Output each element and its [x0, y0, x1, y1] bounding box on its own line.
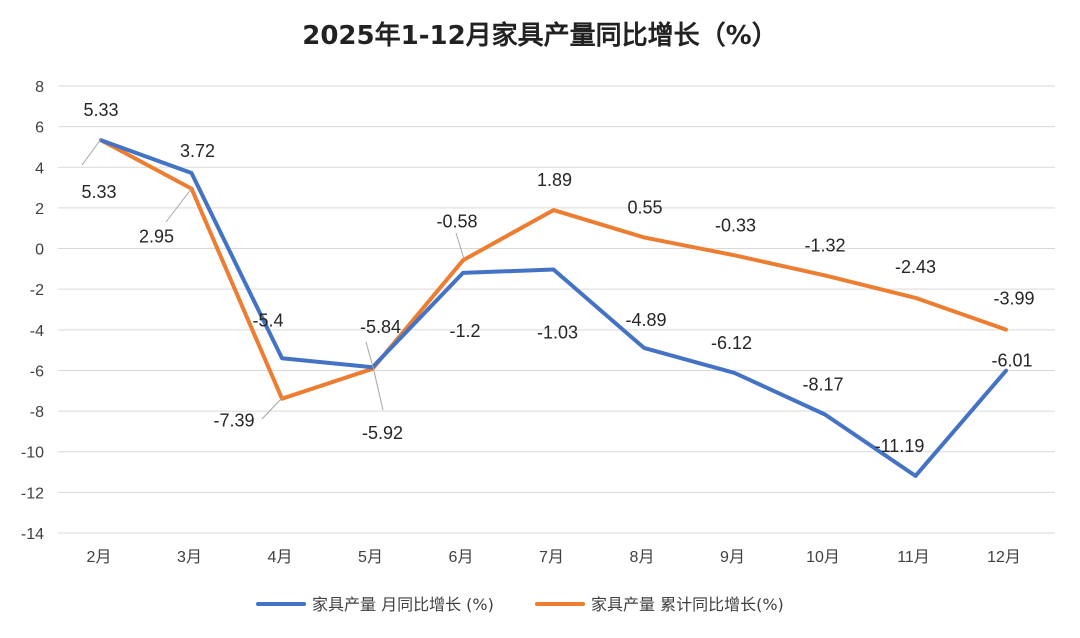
- label-leader-line: [372, 366, 384, 411]
- x-tick-label: 11月: [897, 549, 930, 566]
- data-label: 5.33: [81, 182, 116, 202]
- y-tick-label: -12: [21, 485, 44, 502]
- series-line-monthly: [99, 138, 1008, 478]
- data-labels: 5.33 3.72 -5.4 -5.84 -1.2 -1.03 -4.89 -6.12 -8.1…: [81, 100, 1034, 456]
- y-tick-label: -6: [30, 363, 44, 380]
- label-leader-line: [81, 138, 102, 166]
- data-label: -0.58: [436, 211, 477, 231]
- x-tick-label: 5月: [358, 549, 383, 566]
- data-label: -0.33: [715, 215, 756, 235]
- data-label: -8.17: [802, 375, 843, 395]
- x-tick-label: 4月: [268, 549, 293, 566]
- y-tick-label: -4: [30, 323, 44, 340]
- data-label: -5.4: [252, 310, 283, 330]
- x-tick-label: 9月: [720, 549, 745, 566]
- y-tick-label: -2: [30, 282, 44, 299]
- chart-title: 2025年1-12月家具产量同比增长（%）: [302, 20, 777, 51]
- legend-label: 家具产量 累计同比增长(%): [591, 595, 784, 614]
- legend: 家具产量 月同比增长 (%) 家具产量 累计同比增长(%): [256, 595, 784, 614]
- label-leader-line: [365, 341, 374, 368]
- gridlines: [58, 85, 1055, 534]
- data-label: -11.19: [875, 436, 925, 456]
- data-label: -6.01: [991, 351, 1032, 371]
- data-label: 1.89: [537, 170, 572, 190]
- x-tick-label: 2月: [87, 549, 112, 566]
- data-label: 2.95: [139, 227, 174, 247]
- y-tick-label: 4: [35, 160, 44, 177]
- y-tick-label: -8: [30, 404, 44, 421]
- y-tick-label: 2: [35, 201, 44, 218]
- data-label: -6.12: [711, 333, 752, 353]
- y-tick-label: 6: [35, 120, 44, 137]
- data-label: -5.92: [362, 423, 403, 443]
- data-label: -1.03: [537, 322, 578, 342]
- x-axis: 2月 3月 4月 5月 6月 7月 8月 9月 10月 11月 12月: [87, 549, 1021, 566]
- x-tick-label: 8月: [630, 549, 655, 566]
- label-leader-line: [455, 232, 465, 260]
- data-label: 3.72: [180, 141, 215, 161]
- y-tick-label: -14: [21, 526, 44, 543]
- label-leader-line: [165, 187, 193, 223]
- series-line-cumulative: [99, 138, 1008, 401]
- legend-label: 家具产量 月同比增长 (%): [312, 595, 494, 614]
- x-tick-label: 6月: [449, 549, 474, 566]
- y-tick-label: 8: [35, 79, 44, 96]
- data-label: -7.39: [213, 411, 254, 431]
- data-label: -4.89: [625, 310, 666, 330]
- y-tick-label: 0: [35, 242, 44, 259]
- label-leader-line: [261, 397, 283, 420]
- x-tick-label: 10月: [806, 549, 840, 566]
- series-lines: [99, 138, 1008, 478]
- data-label: -1.2: [449, 321, 480, 341]
- label-leader-lines: [81, 138, 465, 420]
- data-label: 0.55: [627, 197, 662, 217]
- y-axis: 8 6 4 2 0 -2 -4 -6 -8 -10 -12 -14: [21, 79, 44, 543]
- data-label: -2.43: [895, 257, 936, 277]
- data-label: -5.84: [360, 317, 401, 337]
- x-tick-label: 7月: [539, 549, 564, 566]
- data-label: -3.99: [993, 289, 1034, 309]
- data-label: -1.32: [804, 235, 845, 255]
- x-tick-label: 12月: [987, 549, 1021, 566]
- x-tick-label: 3月: [177, 549, 202, 566]
- y-tick-label: -10: [21, 445, 44, 462]
- data-label: 5.33: [83, 100, 118, 120]
